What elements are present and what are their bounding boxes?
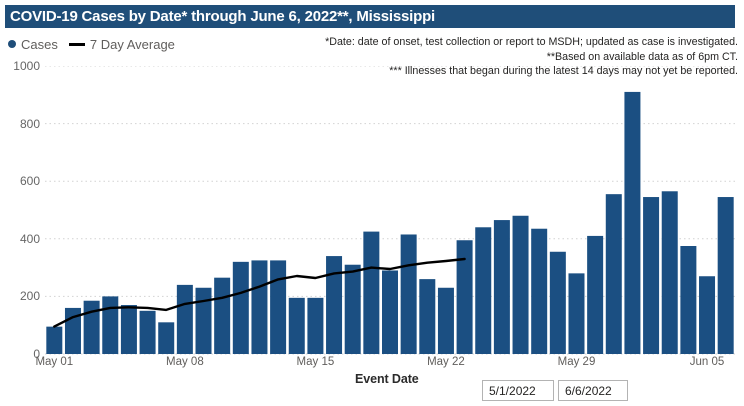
bar-may-25[interactable] xyxy=(493,220,510,354)
cases-bar-chart xyxy=(45,66,735,355)
bar-jun-06[interactable] xyxy=(717,197,734,354)
bar-may-22[interactable] xyxy=(437,287,454,354)
note-date-definition: *Date: date of onset, test collection or… xyxy=(325,36,738,48)
bar-may-19[interactable] xyxy=(382,270,398,354)
x-tick-jun-05: Jun 05 xyxy=(689,356,725,368)
bar-jun-03[interactable] xyxy=(661,191,678,354)
title-banner: COVID-19 Cases by Date* through June 6, … xyxy=(5,5,735,28)
bar-may-16[interactable] xyxy=(326,256,343,354)
x-tick-may-15: May 15 xyxy=(296,356,335,368)
bar-jun-02[interactable] xyxy=(643,197,660,354)
bar-may-23[interactable] xyxy=(456,240,473,354)
x-axis-title: Event Date xyxy=(355,372,419,386)
bar-may-31[interactable] xyxy=(605,194,622,354)
bar-may-15[interactable] xyxy=(307,297,324,354)
chart-notes: *Date: date of onset, test collection or… xyxy=(325,35,738,79)
bar-may-08[interactable] xyxy=(176,284,193,354)
bar-may-26[interactable] xyxy=(512,215,529,354)
end-date-input[interactable] xyxy=(558,380,628,401)
bar-may-30[interactable] xyxy=(587,235,604,354)
cases-dot-icon xyxy=(8,40,16,48)
bar-may-28[interactable] xyxy=(549,251,566,354)
bar-may-06[interactable] xyxy=(139,310,156,354)
y-tick-600: 600 xyxy=(19,174,40,189)
seven-day-average-line xyxy=(53,257,466,328)
x-tick-may-01: May 01 xyxy=(35,356,74,368)
avg-line-icon xyxy=(68,42,85,46)
bar-may-04[interactable] xyxy=(102,296,119,354)
bar-jun-05[interactable] xyxy=(699,276,716,354)
y-tick-800: 800 xyxy=(19,116,40,131)
bar-may-24[interactable] xyxy=(475,227,492,354)
bar-may-18[interactable] xyxy=(363,231,380,354)
y-tick-0: 0 xyxy=(33,347,40,361)
bar-jun-01[interactable] xyxy=(624,91,641,355)
bar-may-21[interactable] xyxy=(419,279,436,354)
legend-avg-label[interactable]: 7 Day Average xyxy=(89,36,175,52)
bar-may-07[interactable] xyxy=(158,322,175,354)
bar-may-29[interactable] xyxy=(568,273,585,354)
bar-may-14[interactable] xyxy=(288,297,305,354)
bar-may-20[interactable] xyxy=(400,234,417,354)
y-tick-1000: 1000 xyxy=(13,59,40,73)
bar-may-12[interactable] xyxy=(251,260,268,354)
bar-may-05[interactable] xyxy=(120,305,137,354)
x-tick-may-22: May 22 xyxy=(427,356,465,368)
start-date-input[interactable] xyxy=(482,380,554,401)
page-title: COVID-19 Cases by Date* through June 6, … xyxy=(10,8,436,25)
note-data-asof: **Based on available data as of 6pm CT. xyxy=(546,50,738,63)
bar-may-13[interactable] xyxy=(270,260,287,354)
bar-may-27[interactable] xyxy=(531,228,548,354)
bar-may-03[interactable] xyxy=(83,300,100,354)
x-tick-may-08: May 08 xyxy=(166,356,204,368)
bar-may-17[interactable] xyxy=(344,264,361,354)
y-tick-400: 400 xyxy=(19,231,40,246)
bar-may-11[interactable] xyxy=(232,261,249,354)
chart-legend: Cases 7 Day Average xyxy=(8,36,175,52)
legend-cases-label[interactable]: Cases xyxy=(21,36,58,52)
x-tick-may-29: May 29 xyxy=(557,356,596,368)
bar-may-10[interactable] xyxy=(214,277,231,354)
bar-may-01[interactable] xyxy=(46,326,63,354)
bar-jun-04[interactable] xyxy=(680,246,697,354)
y-tick-200: 200 xyxy=(19,289,40,304)
note-latest-14-days: *** Illnesses that began during the late… xyxy=(389,65,738,77)
bar-may-09[interactable] xyxy=(195,287,212,354)
